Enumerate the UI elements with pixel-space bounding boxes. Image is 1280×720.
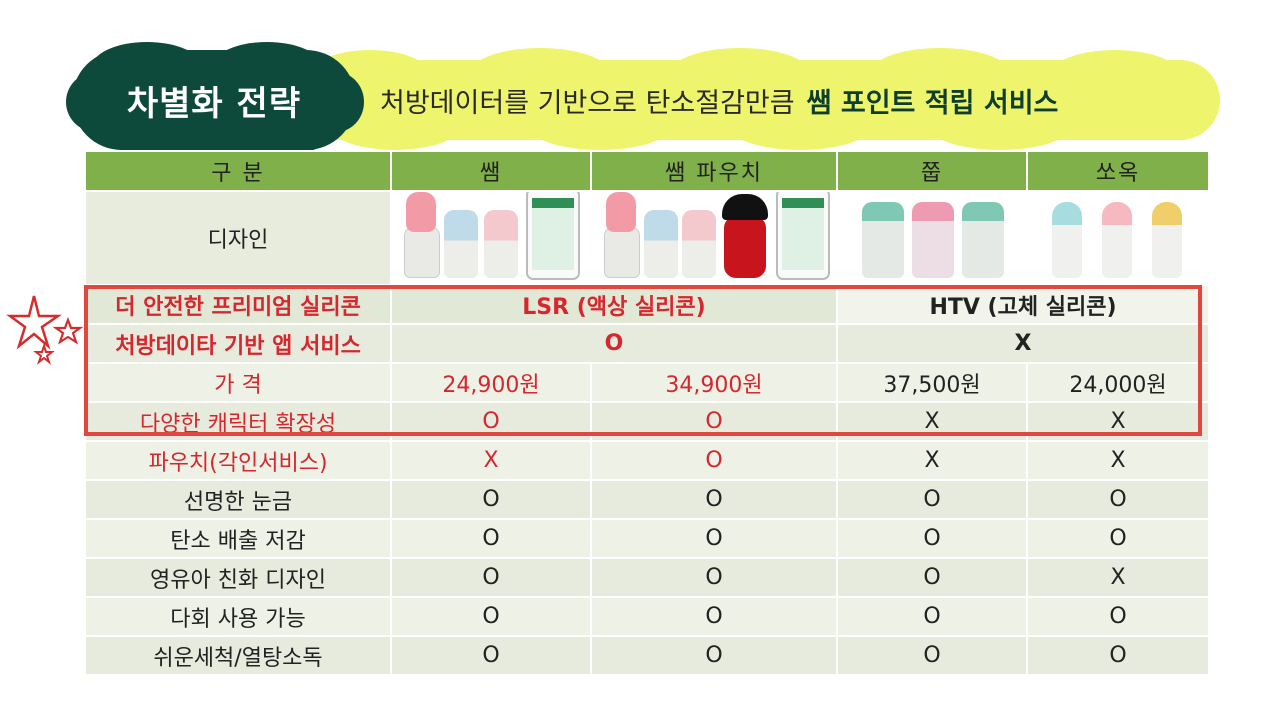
col-header-jjup: 쭙 [836,150,1028,192]
table-row-design: 디자인 [84,190,1210,286]
cell-app-competitor: X [836,323,1210,364]
cell-character-ssam-pouch: O [590,401,838,442]
table-row-character: 다양한 캐릭터 확장성 O O X X [84,401,1210,442]
cell-clean-jjup: O [836,635,1028,676]
page-title: 차별화 전략 [126,83,302,124]
table-row-app: 처방데이타 기반 앱 서비스 O X [84,323,1210,364]
cell-silicone-ssam: LSR (액상 실리콘) [390,284,838,325]
cell-price-ssam: 24,900원 [390,362,592,403]
cell-reuse-jjup: O [836,596,1028,637]
cell-scale-ssook: O [1026,479,1210,520]
row-label-design: 디자인 [84,190,392,286]
product-image-ssook [1028,193,1207,283]
cell-carbon-ssam: O [390,518,592,559]
cell-reuse-ssam-pouch: O [590,596,838,637]
cell-character-ssam: O [390,401,592,442]
cell-carbon-jjup: O [836,518,1028,559]
subtitle-lead: 처방데이터를 기반으로 탄소절감만큼 [380,87,795,119]
row-label-app: 처방데이타 기반 앱 서비스 [84,323,392,364]
page-subtitle: 처방데이터를 기반으로 탄소절감만큼 쌤 포인트 적립 서비스 [380,78,1200,122]
cell-scale-jjup: O [836,479,1028,520]
table-header-row: 구 분 쌤 쌤 파우치 쭙 쏘옥 [84,150,1210,192]
product-image-jjup [836,190,1210,286]
cell-character-ssook: X [1026,401,1210,442]
table-row-pouch: 파우치(각인서비스) X O X X [84,440,1210,481]
cell-scale-ssam: O [390,479,592,520]
cell-carbon-ssook: O [1026,518,1210,559]
col-header-ssook: 쏘옥 [1026,150,1210,192]
row-label-scale: 선명한 눈금 [84,479,392,520]
star-doodle-icon [6,295,84,365]
cell-reuse-ssook: O [1026,596,1210,637]
row-label-clean: 쉬운세척/열탕소독 [84,635,392,676]
table-row-reuse: 다회 사용 가능 O O O O [84,596,1210,637]
cell-app-ssam: O [390,323,838,364]
row-label-reuse: 다회 사용 가능 [84,596,392,637]
table-row-carbon: 탄소 배출 저감 O O O O [84,518,1210,559]
table-row-infant: 영유아 친화 디자인 O O O X [84,557,1210,598]
col-header-category: 구 분 [84,150,392,192]
cell-clean-ssam-pouch: O [590,635,838,676]
cell-reuse-ssam: O [390,596,592,637]
cell-price-ssook: 24,000원 [1026,362,1210,403]
cell-carbon-ssam-pouch: O [590,518,838,559]
product-image-ssam [390,190,592,286]
col-header-ssam-pouch: 쌤 파우치 [590,150,838,192]
row-label-pouch: 파우치(각인서비스) [84,440,392,481]
row-label-character: 다양한 캐릭터 확장성 [84,401,392,442]
cell-infant-ssook: X [1026,557,1210,598]
table-row-clean: 쉬운세척/열탕소독 O O O O [84,635,1210,676]
cell-scale-ssam-pouch: O [590,479,838,520]
cell-infant-ssam-pouch: O [590,557,838,598]
row-label-price: 가 격 [84,362,392,403]
table-row-price: 가 격 24,900원 34,900원 37,500원 24,000원 [84,362,1210,403]
cell-pouch-ssam: X [390,440,592,481]
product-image-ssam-pouch [590,190,838,286]
cell-clean-ssook: O [1026,635,1210,676]
cell-pouch-ssam-pouch: O [590,440,838,481]
cell-pouch-ssook: X [1026,440,1210,481]
cell-infant-jjup: O [836,557,1028,598]
cell-character-jjup: X [836,401,1028,442]
col-header-ssam: 쌤 [390,150,592,192]
cell-clean-ssam: O [390,635,592,676]
cell-price-ssam-pouch: 34,900원 [590,362,838,403]
comparison-table: 구 분 쌤 쌤 파우치 쭙 쏘옥 디자인 [84,150,1210,676]
cell-silicone-competitor: HTV (고체 실리콘) [836,284,1210,325]
row-label-carbon: 탄소 배출 저감 [84,518,392,559]
title-badge [66,42,364,156]
table-row-silicone: 더 안전한 프리미엄 실리콘 LSR (액상 실리콘) HTV (고체 실리콘) [84,284,1210,325]
cell-infant-ssam: O [390,557,592,598]
row-label-infant: 영유아 친화 디자인 [84,557,392,598]
cell-price-jjup: 37,500원 [836,362,1028,403]
subtitle-highlight: 쌤 포인트 적립 서비스 [806,87,1059,119]
row-label-silicone: 더 안전한 프리미엄 실리콘 [84,284,392,325]
subtitle-banner [270,48,1220,150]
cell-pouch-jjup: X [836,440,1028,481]
table-row-scale: 선명한 눈금 O O O O [84,479,1210,520]
